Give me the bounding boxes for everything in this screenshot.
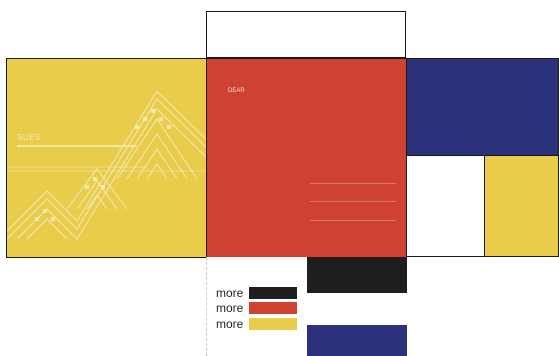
yellow-panel-title: SUES — [17, 133, 41, 142]
yellow-card-panel: SUES — [6, 58, 207, 258]
yellow-color-block — [484, 155, 559, 257]
legend-label: more — [216, 285, 244, 300]
legend-item: more — [216, 316, 297, 331]
legend-swatch-red — [249, 301, 297, 314]
legend-item: more — [216, 285, 297, 300]
top-flap-panel — [206, 11, 406, 58]
blue-stripe — [307, 325, 407, 356]
legend-item: more — [216, 300, 297, 315]
legend-swatch-black — [249, 286, 297, 299]
aztec-pattern-graphic — [7, 90, 206, 240]
black-stripe — [307, 257, 407, 293]
legend-label: more — [216, 300, 244, 315]
yellow-panel-divider — [17, 145, 137, 147]
signature-line — [310, 220, 396, 221]
white-color-block — [406, 155, 485, 257]
blue-color-block — [406, 58, 559, 156]
signature-line — [310, 201, 396, 202]
red-card-panel: DEAR — [206, 58, 407, 258]
white-stripe — [307, 293, 407, 325]
legend-label: more — [216, 316, 244, 331]
legend-swatch-yellow — [249, 317, 297, 330]
signature-line — [310, 183, 396, 184]
red-panel-title: DEAR — [228, 88, 245, 94]
